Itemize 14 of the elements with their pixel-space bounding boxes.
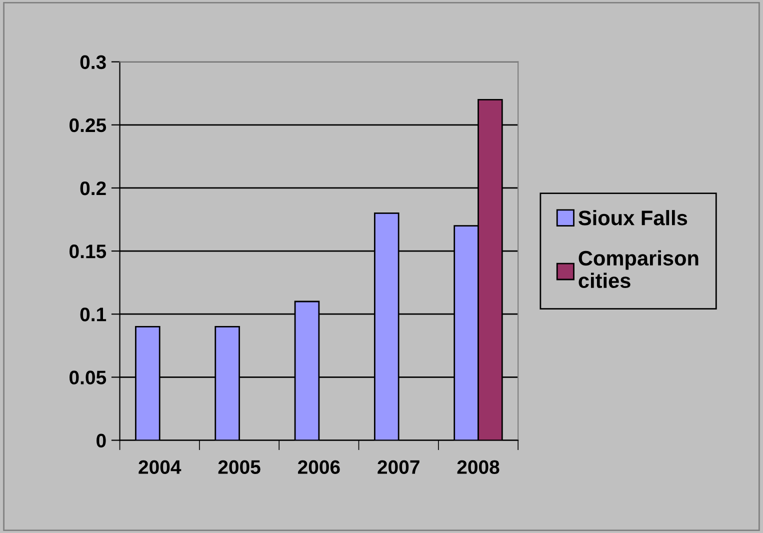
y-tick-label: 0 xyxy=(96,434,106,448)
y-tick-label: 0.3 xyxy=(80,55,106,70)
y-tick-label: 0.1 xyxy=(80,308,106,322)
x-tick-label: 2006 xyxy=(298,460,340,474)
y-tick-label: 0.05 xyxy=(70,370,106,384)
legend-label: Comparison cities xyxy=(578,250,698,288)
y-tick-label: 0.25 xyxy=(70,118,106,132)
y-tick-label: 0.15 xyxy=(70,244,106,258)
legend-label: Sioux Falls xyxy=(578,210,688,226)
y-tick-label: 0.2 xyxy=(80,181,106,196)
x-tick-label: 2005 xyxy=(218,460,260,474)
x-tick-label: 2007 xyxy=(378,460,420,474)
x-tick-label: 2004 xyxy=(138,460,182,474)
x-tick-label: 2008 xyxy=(457,460,500,474)
